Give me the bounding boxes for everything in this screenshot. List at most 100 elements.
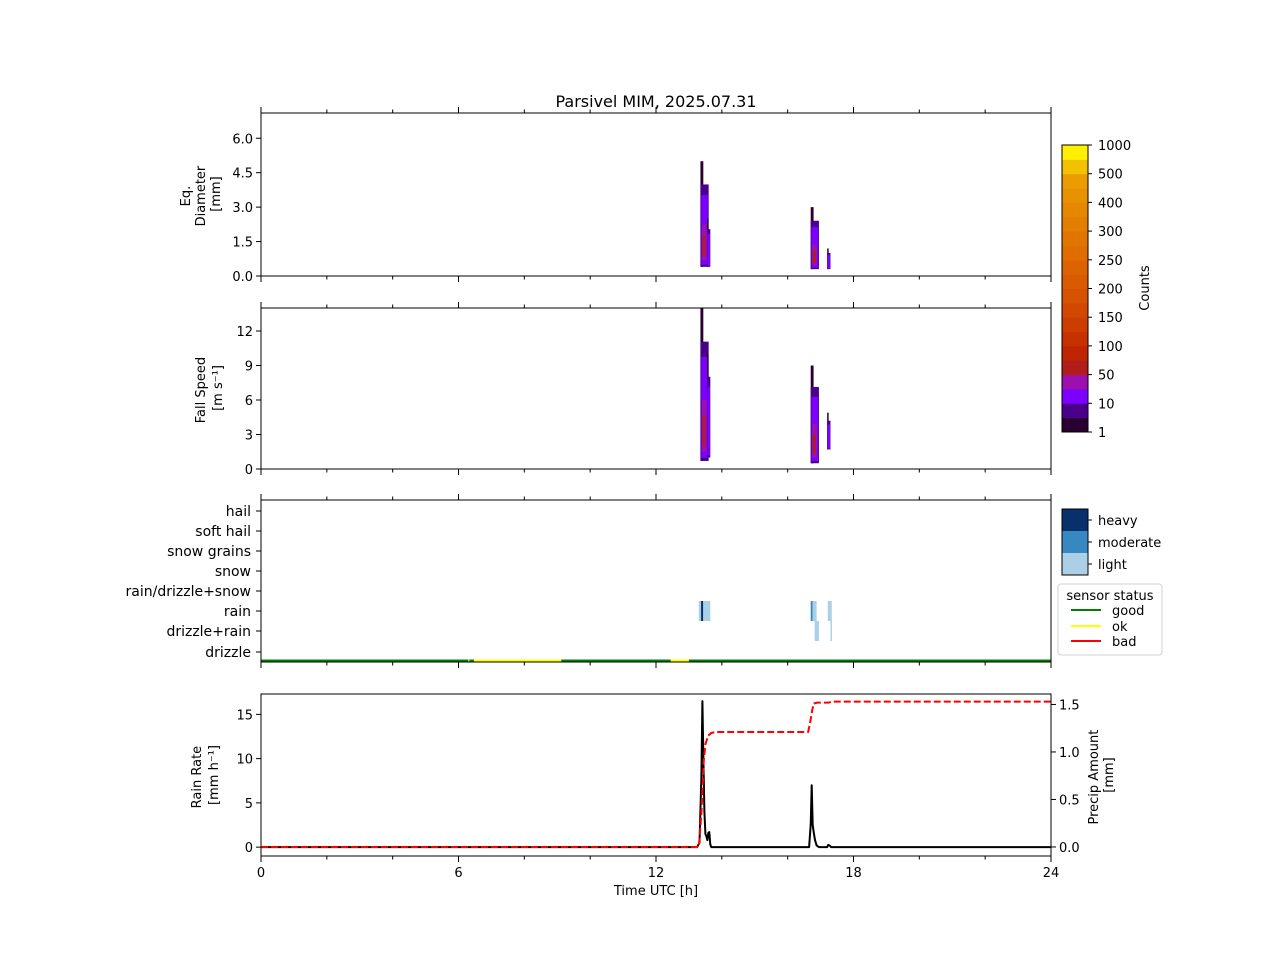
fall-speed-panel: 0 3 6 9 12 Fall Speed [m s⁻¹] (194, 302, 1052, 478)
heatmap-cell (707, 234, 710, 266)
x-tick-label: 12 (648, 866, 665, 881)
precip-amount-ylabel-line: [mm] (1102, 757, 1117, 792)
colorbar-segment (1062, 145, 1088, 160)
colorbar-tick-label: 150 (1098, 311, 1123, 326)
diameter-ylabel: Eq. Diameter [mm] (179, 162, 224, 227)
y-tick-label: 4.5 (232, 167, 253, 182)
colorbar-tick-label: 250 (1098, 254, 1123, 269)
colorbar-segment (1062, 159, 1088, 175)
fall-speed-ticks: 0 3 6 9 12 (236, 302, 1052, 478)
legend-ok-label: ok (1112, 620, 1128, 635)
y2-tick-label: 1.0 (1059, 746, 1080, 761)
rain-rate-axes-frame (260, 693, 1052, 857)
intensity-swatch (1062, 509, 1088, 531)
precip-amount-ylabel-line: Precip Amount (1087, 730, 1102, 825)
rain-rate-lines (261, 700, 1051, 849)
rain-rate-ylabel-line: Rain Rate (190, 746, 205, 809)
y-tick-label: 0 (245, 841, 253, 856)
heatmap-cell (707, 387, 710, 456)
y-tick-label: 0 (245, 463, 253, 478)
category-label: rain/drizzle+snow (126, 584, 251, 600)
intensity-swatch (1062, 553, 1088, 575)
y2-tick-label: 0.5 (1059, 793, 1080, 808)
diameter-axes-frame (260, 112, 1052, 277)
precip-type-block (830, 621, 832, 641)
y-tick-label: 1.5 (232, 236, 253, 251)
precip-type-block (812, 601, 817, 621)
x-tick-label: 18 (845, 866, 862, 881)
legend-bad-label: bad (1112, 635, 1136, 650)
fall-speed-ylabel-line: [m s⁻¹] (211, 365, 226, 411)
precip-type-blocks (261, 601, 1051, 663)
category-label: rain (224, 604, 251, 620)
precip-type-block (698, 601, 711, 621)
diameter-ticks: 0.0 1.5 3.0 4.5 6.0 (232, 107, 1052, 285)
colorbar-segment (1062, 173, 1088, 189)
colorbar-tick-label: 50 (1098, 369, 1115, 384)
diameter-ylabel-line: [mm] (209, 176, 224, 211)
colorbar-tick-label: 10 (1098, 397, 1115, 412)
rain-rate-ticks: 0 5 10 15 0.0 0.5 1.0 1.5 0 6 12 18 24 (236, 698, 1079, 881)
category-label: drizzle+rain (166, 624, 251, 640)
colorbar-segment (1062, 231, 1088, 246)
x-axis-label: Time UTC [h] (613, 884, 698, 899)
legend-box (1057, 583, 1163, 656)
y2-tick-label: 0.0 (1059, 841, 1080, 856)
y-tick-label: 9 (245, 360, 253, 375)
heatmap-cell (827, 424, 831, 449)
y2-tick-label: 1.5 (1059, 698, 1080, 713)
intensity-label: light (1098, 558, 1127, 573)
rain-rate-ylabel: Rain Rate [mm h⁻¹] (190, 742, 222, 809)
colorbar-tick-label: 300 (1098, 225, 1123, 240)
y-tick-label: 15 (236, 708, 253, 723)
category-label: hail (226, 504, 251, 520)
colorbar-segment (1062, 216, 1088, 232)
colorbar-segment (1062, 259, 1088, 275)
y-tick-label: 6 (245, 394, 253, 409)
intensity-label: moderate (1098, 536, 1161, 551)
legend-good-label: good (1112, 604, 1144, 619)
colorbar-tick-label: 100 (1098, 340, 1123, 355)
colorbar-segment (1062, 388, 1088, 404)
colorbar-segment (1062, 317, 1088, 333)
x-tick-label: 0 (257, 866, 265, 881)
colorbar-segment (1062, 403, 1088, 419)
diameter-panel: 0.0 1.5 3.0 4.5 6.0 Eq. Diameter [mm] (179, 107, 1052, 285)
x-tick-label: 24 (1043, 866, 1060, 881)
category-label: drizzle (205, 645, 251, 661)
precip-amount-ylabel: Precip Amount [mm] (1087, 725, 1117, 824)
colorbar-segment (1062, 360, 1088, 376)
colorbar-tick-label: 1 (1098, 426, 1106, 441)
colorbar-segment (1062, 245, 1088, 261)
y-tick-label: 6.0 (232, 132, 253, 147)
colorbar-segment (1062, 274, 1088, 289)
y-tick-label: 5 (245, 797, 253, 812)
counts-colorbar: 1 10 50 100 150 200 250 300 400 500 1000 (1061, 139, 1131, 441)
diameter-ylabel-line: Eq. (179, 186, 194, 207)
rain-rate-ylabel-line: [mm h⁻¹] (207, 745, 222, 805)
fall-speed-axes-frame (260, 307, 1052, 470)
y-tick-label: 3 (245, 429, 253, 444)
colorbar-segment (1062, 302, 1088, 318)
fall-speed-heatmap (700, 308, 831, 464)
precip-type-block (827, 601, 832, 621)
rain-rate-line (261, 700, 1051, 849)
colorbar-segment (1062, 374, 1088, 390)
fall-speed-ylabel: Fall Speed [m s⁻¹] (194, 353, 226, 424)
precip-type-block (701, 601, 704, 621)
category-label: snow grains (167, 544, 251, 560)
heatmap-cell (702, 235, 706, 257)
diameter-ylabel-line: Diameter (194, 165, 209, 226)
category-label: snow (215, 564, 251, 580)
colorbar-segment (1062, 331, 1088, 347)
y-tick-label: 12 (236, 325, 253, 340)
intensity-label: heavy (1098, 514, 1138, 529)
intensity-frame (1061, 508, 1089, 576)
colorbar-label: Counts (1138, 265, 1153, 311)
chart-title: Parsivel MIM, 2025.07.31 (555, 92, 756, 111)
colorbar-segment (1062, 188, 1088, 203)
precip-type-block (810, 601, 813, 621)
precip-type-block (814, 621, 819, 641)
precip-type-axes-frame (260, 499, 1052, 663)
